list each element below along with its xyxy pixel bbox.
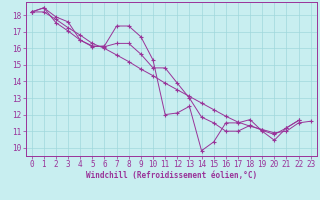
X-axis label: Windchill (Refroidissement éolien,°C): Windchill (Refroidissement éolien,°C)	[86, 171, 257, 180]
